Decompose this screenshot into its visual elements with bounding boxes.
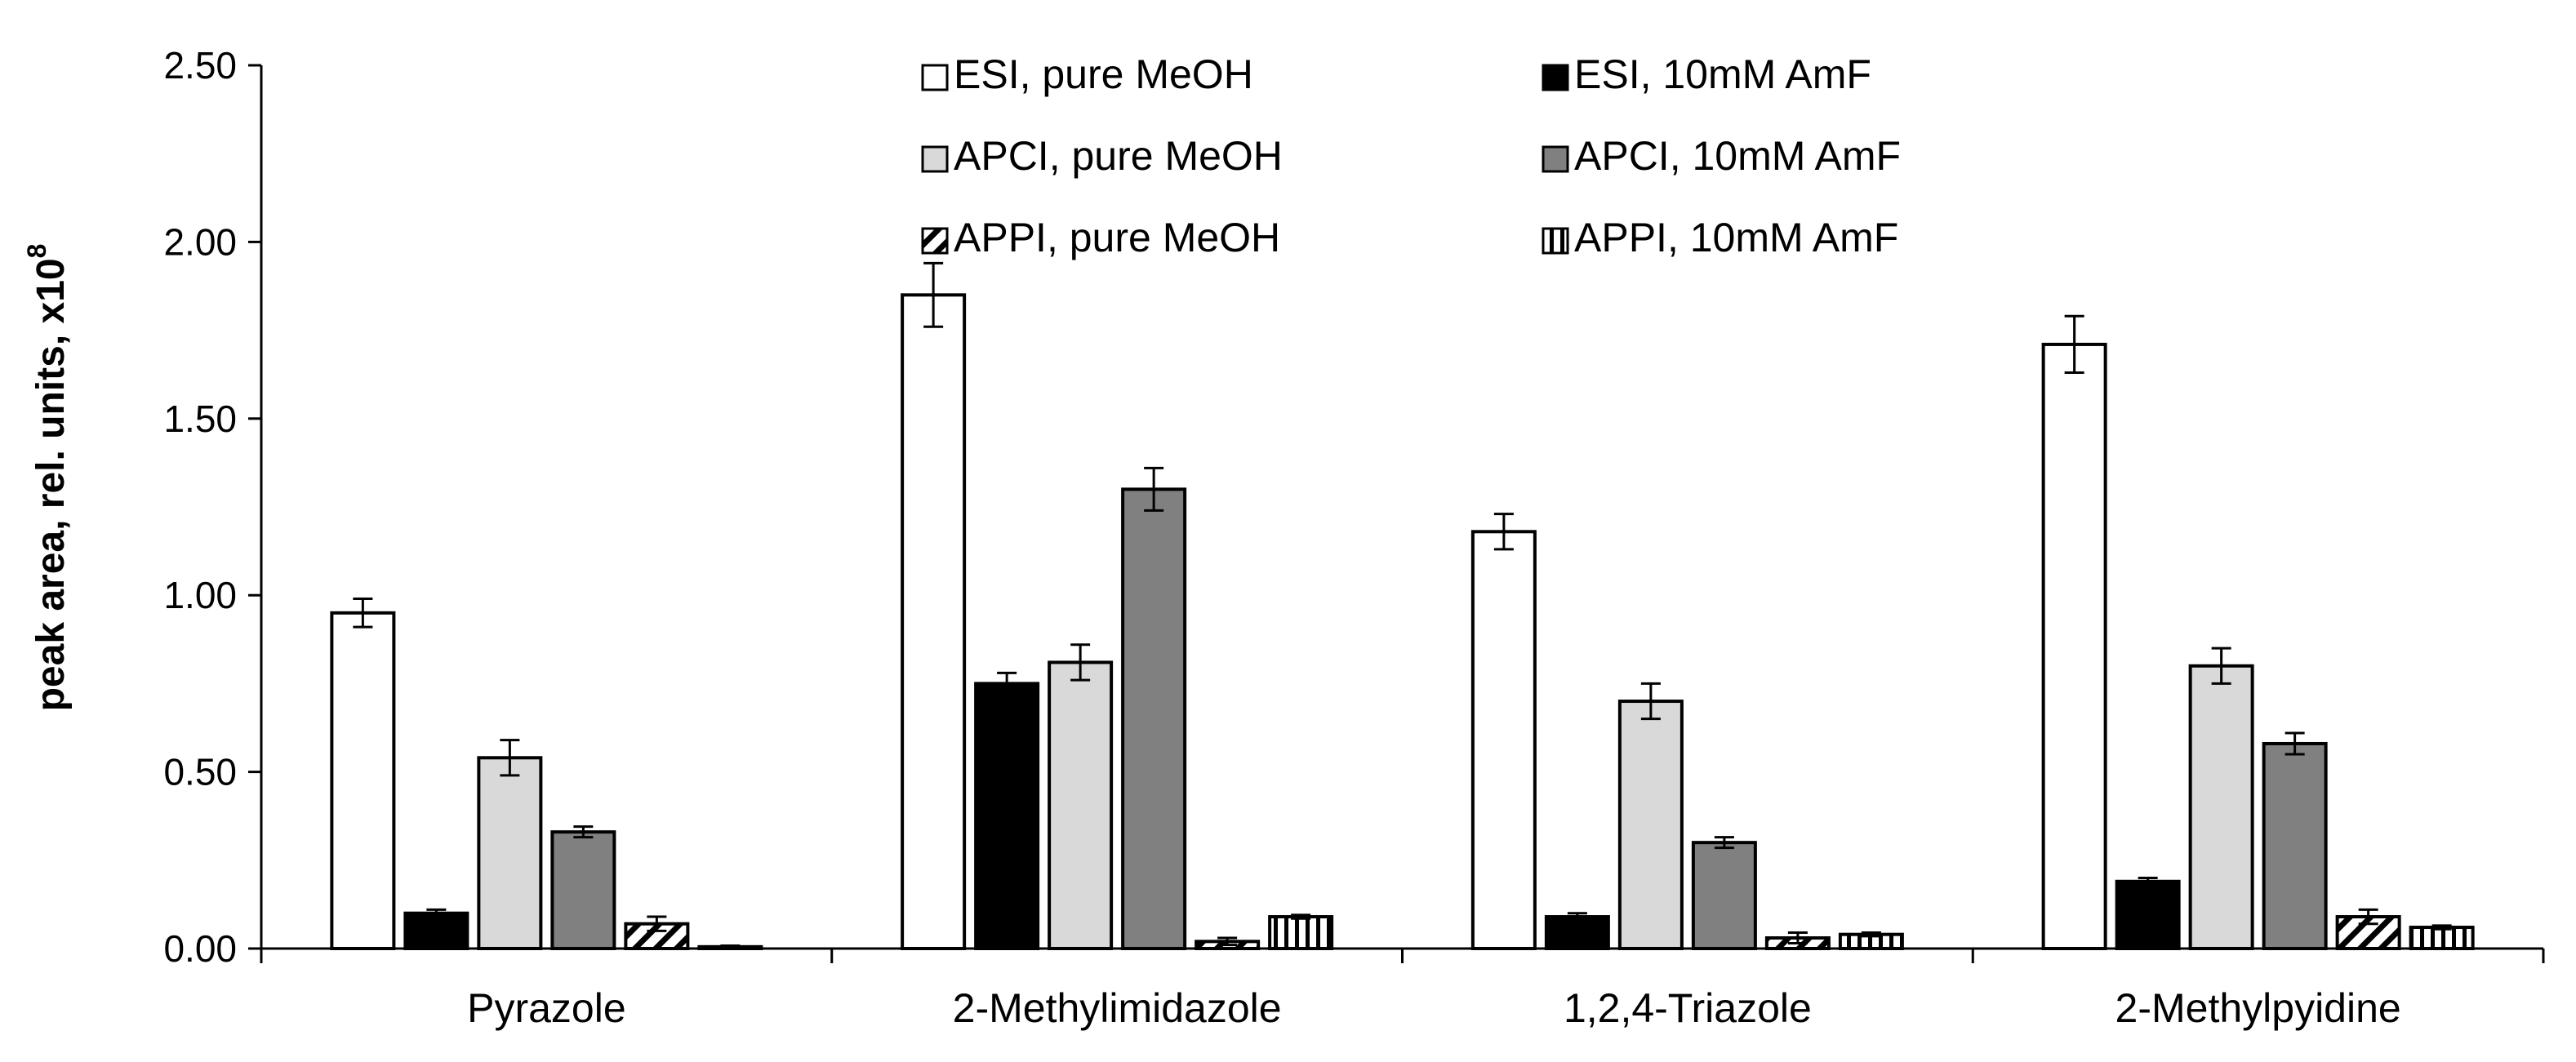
legend-swatch <box>921 145 949 173</box>
legend-swatch <box>921 64 949 91</box>
bar <box>2115 879 2181 950</box>
bar <box>1470 530 1537 951</box>
category-label: Pyrazole <box>467 985 626 1031</box>
legend-swatch <box>921 227 949 255</box>
legend-label: ESI, 10mM AmF <box>1574 51 1871 97</box>
bar <box>477 756 543 951</box>
bar <box>2409 926 2475 950</box>
y-axis-label: peak area, rel. units, x108 <box>22 244 73 712</box>
legend-swatch <box>1542 145 1569 173</box>
bar <box>330 611 396 951</box>
legend-label: APCI, pure MeOH <box>954 133 1283 179</box>
category-label: 2-Methylimidazole <box>953 985 1282 1031</box>
bar <box>1048 660 1114 950</box>
bar <box>1691 841 1757 951</box>
bar <box>2262 741 2328 951</box>
legend: ESI, pure MeOH ESI, 10mM AmF APCI, pure Me… <box>921 51 1901 260</box>
bar <box>403 911 469 950</box>
category-label: 2-Methylpyidine <box>2116 985 2401 1031</box>
y-tick-label: 1.50 <box>163 398 237 440</box>
legend-label: ESI, pure MeOH <box>954 51 1253 97</box>
y-tick-label: 0.50 <box>163 751 237 793</box>
y-axis-label-exponent: 8 <box>22 244 51 259</box>
bar <box>2188 664 2254 950</box>
legend-label: APCI, 10mM AmF <box>1574 133 1901 179</box>
error-bar-group <box>353 261 2452 949</box>
bar <box>1617 700 1684 950</box>
bar <box>901 293 967 950</box>
bar <box>624 922 690 950</box>
y-axis: 0.00 0.50 1.00 1.50 2.00 2.50 <box>163 44 263 970</box>
y-axis-label-text: peak area, rel. units, x10 <box>29 258 73 711</box>
bar <box>1121 487 1187 950</box>
y-tick-label: 0.00 <box>163 927 237 970</box>
y-tick-label: 2.00 <box>163 220 237 263</box>
legend-label: APPI, pure MeOH <box>954 215 1280 260</box>
bar <box>1544 915 1610 950</box>
y-tick-label: 2.50 <box>163 44 237 87</box>
bar <box>2041 342 2107 950</box>
y-tick-label: 1.00 <box>163 574 237 616</box>
bar <box>1268 915 1334 950</box>
category-label: 1,2,4-Triazole <box>1564 985 1812 1031</box>
bar <box>974 682 1040 951</box>
bar-series-group <box>330 293 2475 951</box>
x-axis: Pyrazole 2-Methylimidazole 1,2,4-Triazole 2… <box>260 947 2545 1031</box>
legend-label: APPI, 10mM AmF <box>1574 215 1898 260</box>
legend-swatch <box>1542 64 1569 91</box>
legend-swatch <box>1542 227 1569 255</box>
bar <box>550 830 616 951</box>
